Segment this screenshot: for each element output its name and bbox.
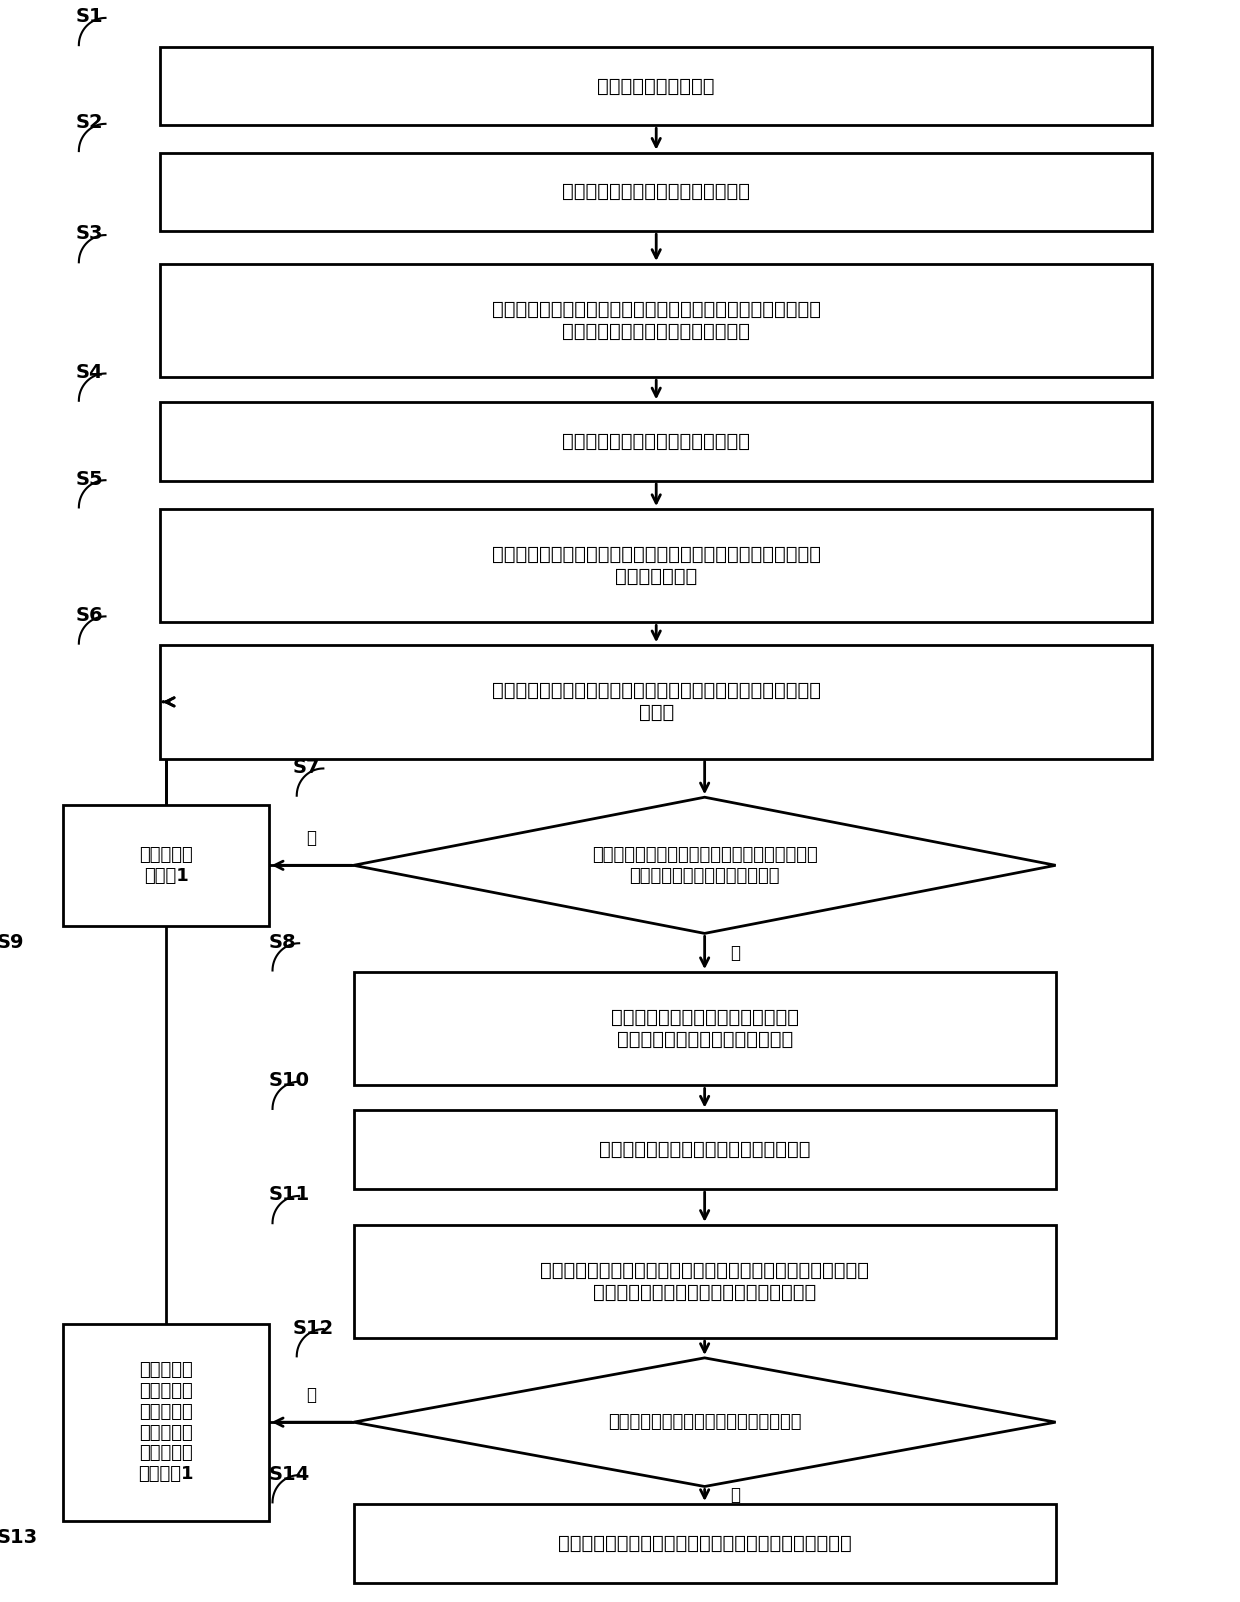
FancyBboxPatch shape xyxy=(160,646,1152,759)
Text: 将所述训练
次数加1: 将所述训练 次数加1 xyxy=(139,846,193,884)
FancyBboxPatch shape xyxy=(160,46,1152,125)
Text: S2: S2 xyxy=(76,114,103,133)
Text: S4: S4 xyxy=(76,364,103,381)
FancyBboxPatch shape xyxy=(353,1224,1055,1338)
Text: 将所述第二预测结果集中对应所述预定时间段的数据输出: 将所述第二预测结果集中对应所述预定时间段的数据输出 xyxy=(558,1533,852,1552)
Text: S5: S5 xyxy=(76,469,103,489)
Text: 是: 是 xyxy=(730,1487,740,1504)
Text: 将所述归一化训练集输入神经网络模型进行训练，得到第一预测
结果集: 将所述归一化训练集输入神经网络模型进行训练，得到第一预测 结果集 xyxy=(492,681,821,723)
Text: 判断所述误差是否小于第二预定误差阈值: 判断所述误差是否小于第二预定误差阈值 xyxy=(608,1413,801,1431)
Text: S13: S13 xyxy=(0,1528,37,1548)
FancyBboxPatch shape xyxy=(353,972,1055,1086)
Text: S3: S3 xyxy=(76,224,103,244)
FancyBboxPatch shape xyxy=(160,402,1152,481)
Text: S11: S11 xyxy=(269,1185,310,1205)
Text: 接收停车泊位预测请求: 接收停车泊位预测请求 xyxy=(598,77,715,96)
FancyBboxPatch shape xyxy=(63,1323,269,1520)
Text: 则将所述归一化测试集输入至所述神
经网络模型，得到第二预测结果集: 则将所述归一化测试集输入至所述神 经网络模型，得到第二预测结果集 xyxy=(610,1008,799,1049)
Text: 根据所述误
差调整所述
神经网络模
型的参数，
将所述训练
次数置为1: 根据所述误 差调整所述 神经网络模 型的参数， 将所述训练 次数置为1 xyxy=(138,1362,193,1483)
FancyBboxPatch shape xyxy=(160,509,1152,623)
Polygon shape xyxy=(353,1358,1055,1487)
Text: 将所述第二预测结果集进行反归一化处理: 将所述第二预测结果集进行反归一化处理 xyxy=(599,1141,811,1160)
FancyBboxPatch shape xyxy=(63,804,269,926)
Text: S9: S9 xyxy=(0,934,24,953)
Text: S8: S8 xyxy=(269,932,296,952)
Text: S7: S7 xyxy=(293,758,321,777)
Text: 否: 否 xyxy=(306,830,316,847)
Text: 是: 是 xyxy=(730,944,740,961)
Text: S1: S1 xyxy=(76,8,103,26)
Text: S14: S14 xyxy=(269,1464,310,1483)
Text: S6: S6 xyxy=(76,606,103,625)
Text: 根据所述历史停车数据计算所述目标停车场内每间隔所述单位时
间的历史剩余停车泊位数得到样本集: 根据所述历史停车数据计算所述目标停车场内每间隔所述单位时 间的历史剩余停车泊位数… xyxy=(492,300,821,341)
FancyBboxPatch shape xyxy=(160,152,1152,231)
Text: 否: 否 xyxy=(306,1386,316,1403)
Text: 判断训练误差是否小于第一预定误差阈值，判断
训练次数是否达到预定次数阈值: 判断训练误差是否小于第一预定误差阈值，判断 训练次数是否达到预定次数阈值 xyxy=(591,846,817,884)
FancyBboxPatch shape xyxy=(160,264,1152,378)
Text: S12: S12 xyxy=(293,1318,335,1338)
Text: 对所述训练集和所述测试集进行归一化处理，得到归一化训练集
和归一化测试集: 对所述训练集和所述测试集进行归一化处理，得到归一化训练集 和归一化测试集 xyxy=(492,545,821,586)
Text: 将所述样本集划分为训练集和测试集: 将所述样本集划分为训练集和测试集 xyxy=(562,433,750,452)
Text: 计算反归一化处理后的所述第二预测结果集中的预测结果与所述
测试集中对应的剩余停车泊位数之间的误差: 计算反归一化处理后的所述第二预测结果集中的预测结果与所述 测试集中对应的剩余停车… xyxy=(541,1261,869,1302)
FancyBboxPatch shape xyxy=(353,1504,1055,1583)
Polygon shape xyxy=(353,798,1055,934)
Text: 获取所述目标停车场的历史停车数据: 获取所述目标停车场的历史停车数据 xyxy=(562,183,750,202)
Text: S10: S10 xyxy=(269,1072,310,1089)
FancyBboxPatch shape xyxy=(353,1110,1055,1189)
